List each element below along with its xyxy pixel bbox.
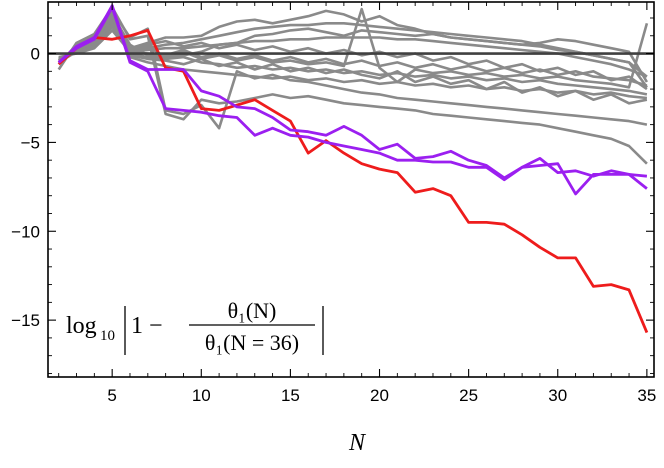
tick-labels: 5 10 15 20 25 30 35 0 −5 −10 −15 [11,45,656,405]
x-tick-label: 15 [281,386,300,405]
y-tick-label: 0 [31,45,40,64]
annotation-log: log [66,313,97,339]
series-line-gray-6 [58,9,649,83]
x-tick-label: 35 [637,386,656,405]
annotation-numerator: θ₁(N) [228,298,277,323]
y-tick-label: −15 [11,311,40,330]
series-line-gray-5 [58,13,648,89]
tick-marks [48,2,654,377]
annotation-log-subscript: 10 [100,328,115,344]
x-axis-title: N [348,430,367,456]
x-tick-label: 5 [107,386,116,405]
annotation-denominator: θ₁(N = 36) [205,330,299,355]
formula-annotation: log 10 1 − θ₁(N) θ₁(N = 36) [66,298,324,355]
x-tick-label: 20 [370,386,389,405]
series-line-gray-14 [57,14,648,100]
series-layer [57,4,649,334]
x-tick-label: 10 [192,386,211,405]
series-line-purple-2 [57,5,648,196]
x-tick-label: 25 [459,386,478,405]
plot-frame [47,1,655,378]
x-tick-label: 30 [548,386,567,405]
y-tick-label: −5 [21,133,40,152]
annotation-one-minus: 1 − [131,313,163,339]
series-line-red-0 [57,28,649,334]
y-tick-label: −10 [11,222,40,241]
